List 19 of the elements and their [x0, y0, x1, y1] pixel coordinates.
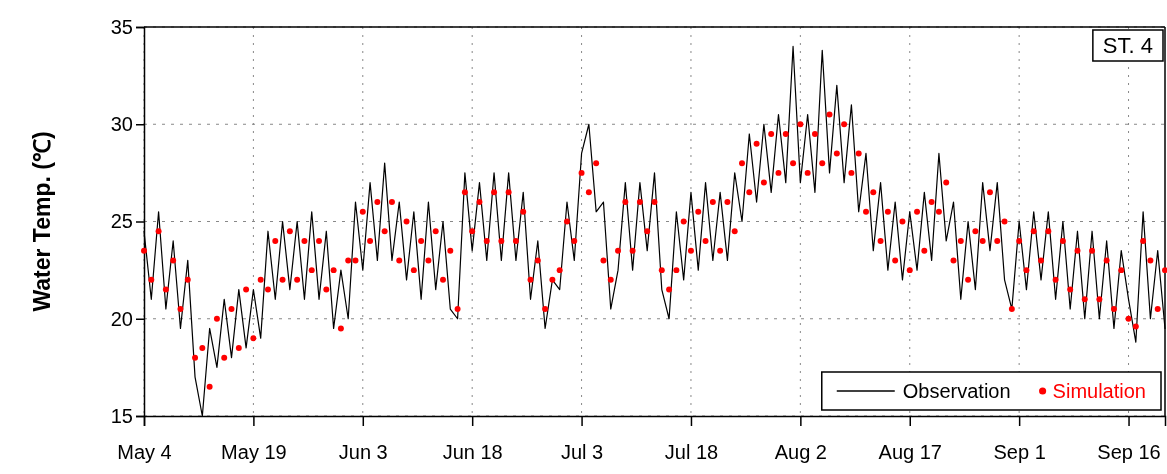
y-tick-label: 30 [110, 113, 133, 136]
x-tick-label: Jul 18 [664, 441, 719, 463]
y-tick-label: 35 [110, 15, 133, 38]
x-tick-label: Aug 2 [774, 441, 827, 463]
x-tick-label: Aug 17 [878, 441, 942, 463]
y-axis-title: Water Temp. (℃) [29, 131, 55, 312]
legend-label: Observation [902, 380, 1011, 402]
x-tick-label: Jun 18 [442, 441, 503, 463]
y-tick-label: 25 [110, 210, 133, 233]
y-tick-label: 15 [110, 404, 133, 427]
y-tick-label: 20 [110, 307, 133, 330]
legend-label: Simulation [1052, 380, 1146, 402]
x-tick-label: Jul 3 [560, 441, 604, 463]
x-tick-label: Sep 1 [993, 441, 1046, 463]
x-tick-label: Jun 3 [338, 441, 388, 463]
annotation: ST. 4 [1102, 33, 1153, 58]
x-tick-label: May 4 [117, 441, 172, 463]
x-tick-label: Sep 16 [1097, 441, 1161, 463]
x-tick-label: May 19 [221, 441, 287, 463]
